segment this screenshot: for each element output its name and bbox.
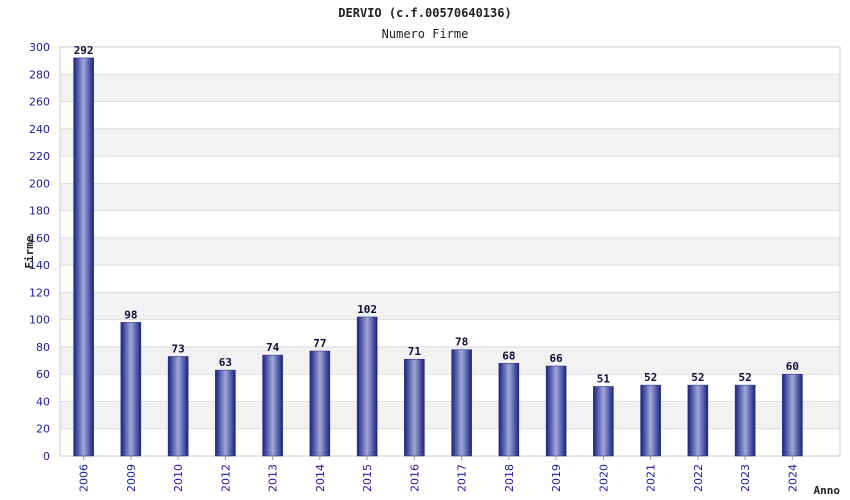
y-tick-label: 100: [29, 314, 50, 327]
y-tick-label: 80: [36, 341, 50, 354]
bar-2012: [215, 369, 236, 457]
x-tick-label: 2016: [408, 464, 421, 492]
bar-2009: [120, 322, 142, 457]
x-tick-label: 2024: [786, 464, 799, 492]
y-axis-label: Firme: [23, 235, 36, 268]
value-label: 77: [313, 337, 326, 350]
bar-2006: [73, 57, 94, 457]
plot-band: [60, 237, 840, 266]
plot-band: [60, 47, 840, 75]
x-tick-label: 2017: [456, 464, 469, 492]
x-tick-label: 2015: [361, 464, 374, 492]
plot-band: [60, 346, 840, 375]
plot-band: [60, 292, 840, 320]
x-tick-label: 2019: [550, 464, 563, 492]
bar-2013: [262, 354, 283, 457]
plot-band: [60, 401, 840, 429]
bar-2022: [687, 384, 709, 457]
x-tick-label: 2009: [125, 464, 138, 492]
y-tick-label: 0: [43, 450, 50, 463]
y-tick-label: 60: [36, 368, 50, 381]
plot-band: [60, 74, 840, 102]
value-label: 74: [266, 341, 280, 354]
plot-band: [60, 183, 840, 211]
bar-2015: [356, 316, 378, 457]
bars: [73, 57, 803, 457]
x-tick-label: 2022: [692, 464, 705, 492]
bar-2010: [167, 356, 189, 457]
y-axis-ticks: 0 20 40 60 80 100 120 140 160 180 200 220 240 260 280 3…: [29, 41, 50, 463]
plot-band: [60, 210, 840, 238]
x-tick-label: 2020: [597, 464, 610, 492]
x-tick-label: 2006: [78, 464, 91, 492]
y-tick-label: 20: [36, 423, 50, 436]
value-label: 52: [644, 371, 657, 384]
plot-band: [60, 128, 840, 157]
plot-band: [60, 156, 840, 184]
plot-band: [60, 265, 840, 293]
bar-2021: [640, 384, 661, 457]
chart-subtitle: Numero Firme: [382, 27, 469, 41]
chart-title: DERVIO (c.f.00570640136): [338, 6, 511, 20]
bar-2018: [498, 363, 520, 457]
value-label: 52: [739, 371, 752, 384]
x-axis-label: Anno: [814, 484, 841, 497]
x-tick-label: 2013: [267, 464, 280, 492]
value-label: 60: [786, 360, 799, 373]
y-tick-label: 160: [29, 232, 50, 245]
y-tick-label: 260: [29, 96, 50, 109]
value-labels: 292 98 73 63 74 77 102 71 78 68 66 51 52 52 52 60: [74, 44, 799, 386]
y-tick-label: 300: [29, 41, 50, 54]
bar-2014: [309, 350, 331, 457]
plot-bands: [60, 47, 840, 456]
plot-band: [60, 374, 840, 402]
y-tick-label: 140: [29, 259, 50, 272]
y-tick-label: 220: [29, 150, 50, 163]
x-tick-label: 2012: [219, 464, 232, 492]
bar-2020: [593, 386, 614, 457]
x-axis-ticks: 2006 2009 2010 2012 2013 2014 2015 2016 2017 2018…: [78, 456, 799, 492]
x-tick-label: 2023: [739, 464, 752, 492]
x-tick-label: 2010: [172, 464, 185, 492]
y-tick-label: 280: [29, 68, 50, 81]
value-label: 63: [219, 356, 232, 369]
x-tick-label: 2021: [645, 464, 658, 492]
x-tick-label: 2014: [314, 464, 327, 492]
value-label: 102: [357, 303, 377, 316]
x-tick-label: 2018: [503, 464, 516, 492]
plot-band: [60, 428, 840, 456]
value-label: 71: [408, 345, 422, 358]
y-tick-label: 180: [29, 205, 50, 218]
gridlines: [59, 46, 841, 457]
value-label: 51: [597, 372, 611, 385]
value-label: 292: [74, 44, 94, 57]
value-label: 52: [691, 371, 704, 384]
value-label: 68: [502, 349, 515, 362]
bar-2017: [451, 349, 472, 457]
plot-band: [60, 319, 840, 347]
bar-2023: [734, 384, 756, 457]
y-tick-label: 40: [36, 395, 50, 408]
y-tick-label: 240: [29, 123, 50, 136]
bar-2024: [782, 373, 803, 457]
value-label: 78: [455, 336, 468, 349]
value-label: 73: [172, 342, 185, 355]
plot-border: [59, 46, 841, 457]
bar-2016: [404, 358, 425, 457]
y-tick-label: 200: [29, 177, 50, 190]
value-label: 66: [550, 352, 564, 365]
value-label: 98: [124, 308, 137, 321]
plot-band: [60, 101, 840, 129]
bar-2019: [545, 365, 567, 457]
y-tick-label: 120: [29, 286, 50, 299]
